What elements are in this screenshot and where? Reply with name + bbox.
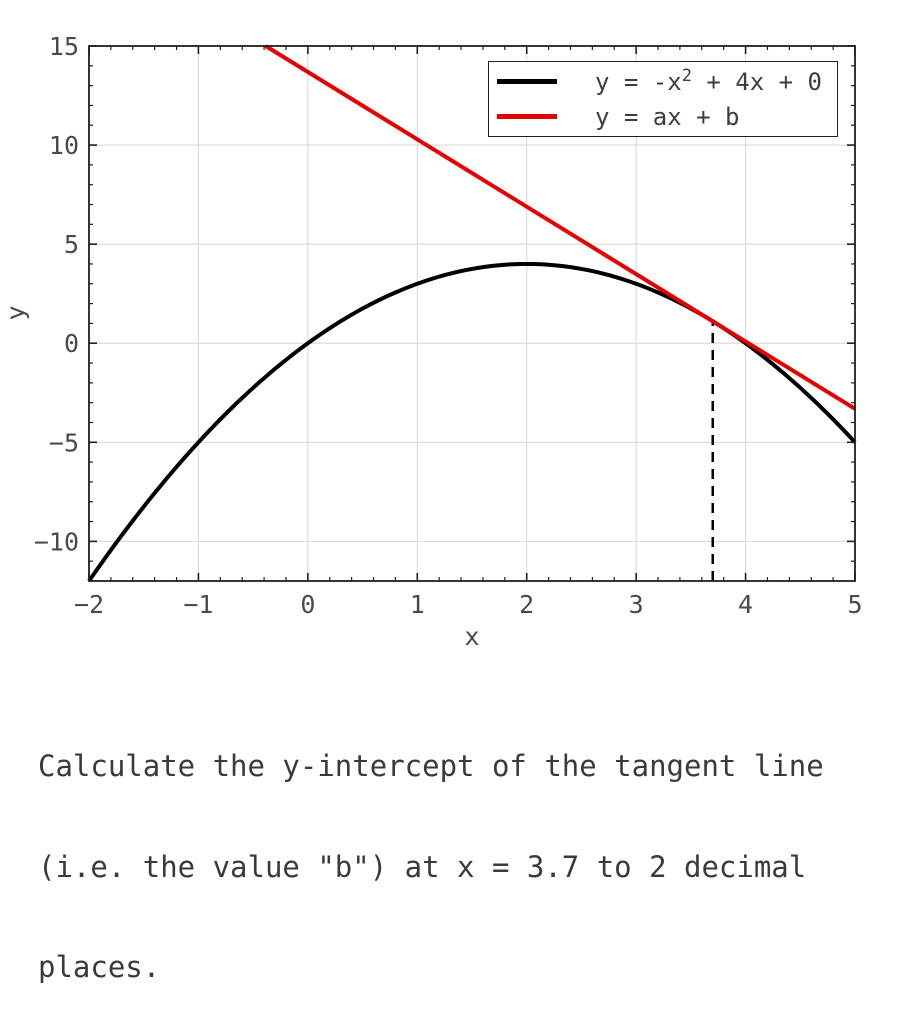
svg-text:−5: −5 xyxy=(49,428,79,457)
question-line: Calculate the y-intercept of the tangent… xyxy=(38,749,824,783)
legend-item-tangent: y = ax + b xyxy=(497,103,837,131)
x-axis-label: x xyxy=(464,622,479,651)
figure: −2 −1 0 1 2 3 4 5 15 10 5 0 −5 −10 x y y = -x2 + 4x +… xyxy=(1,32,863,651)
svg-text:−1: −1 xyxy=(183,590,213,619)
svg-text:0: 0 xyxy=(300,590,315,619)
svg-text:−2: −2 xyxy=(74,590,104,619)
question-line: (i.e. the value "b") at x = 3.7 to 2 dec… xyxy=(38,849,807,884)
svg-text:5: 5 xyxy=(847,590,862,619)
svg-text:4: 4 xyxy=(738,590,753,619)
axes-frame xyxy=(88,45,856,582)
svg-text:2: 2 xyxy=(519,590,534,619)
svg-text:5: 5 xyxy=(64,230,79,259)
tangent-line-sample xyxy=(497,114,557,119)
svg-text:3: 3 xyxy=(629,590,644,619)
question-text: Calculate the y-intercept of the tangent… xyxy=(38,683,868,1018)
parabola-line-sample xyxy=(497,79,557,84)
data-series xyxy=(87,44,857,583)
svg-text:1: 1 xyxy=(410,590,425,619)
y-axis-label: y xyxy=(1,305,30,320)
question-line: places. xyxy=(38,950,161,984)
svg-text:−10: −10 xyxy=(34,527,79,556)
svg-text:0: 0 xyxy=(64,329,79,358)
svg-text:10: 10 xyxy=(49,131,79,160)
axis-ticks xyxy=(88,45,856,581)
legend-item-parabola: y = -x2 + 4x + 0 xyxy=(497,65,837,96)
legend-label-tangent: y = ax + b xyxy=(595,102,740,131)
legend: y = -x2 + 4x + 0 y = ax + b xyxy=(488,61,838,137)
legend-label-parabola: y = -x2 + 4x + 0 xyxy=(595,65,822,96)
svg-text:15: 15 xyxy=(49,32,79,61)
